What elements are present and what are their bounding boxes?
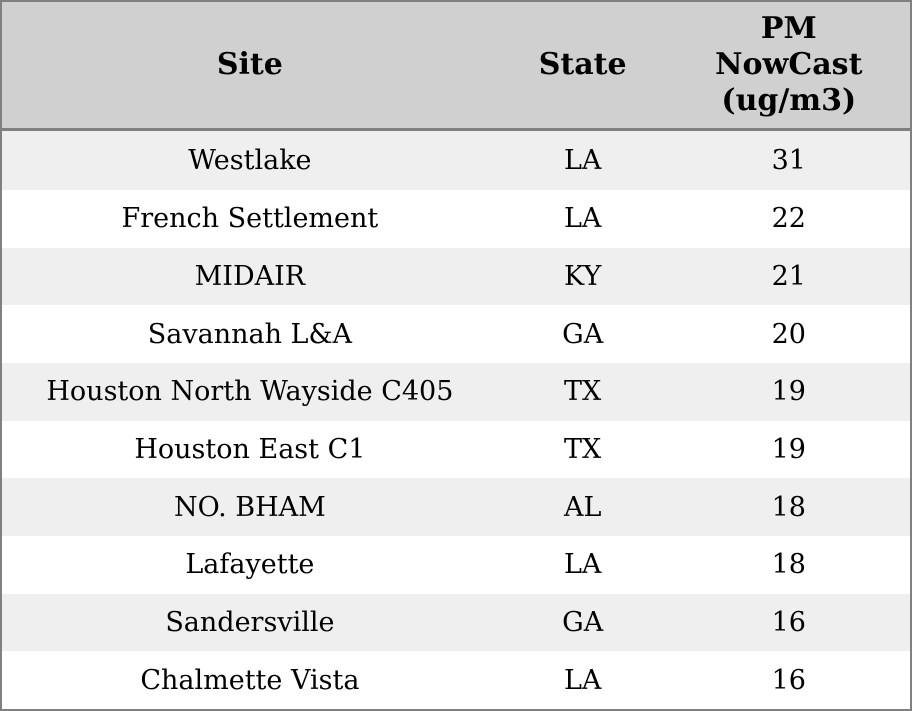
table-row: French Settlement LA 22	[2, 189, 910, 248]
cell-state: LA	[563, 664, 602, 696]
cell-pm-nowcast: 16	[771, 606, 806, 638]
cell-state: LA	[563, 549, 602, 581]
table-row: Houston East C1 TX 19	[2, 420, 910, 479]
cell-pm-nowcast: 21	[771, 260, 806, 292]
cell-state: GA	[562, 318, 604, 350]
table-row: Savannah L&A GA 20	[2, 305, 910, 363]
cell-pm-nowcast: 16	[771, 664, 806, 696]
col-header-pm-nowcast: PM NowCast (ug/m3)	[667, 2, 910, 131]
header-row: Site State PM NowCast (ug/m3)	[2, 2, 910, 131]
cell-site: Sandersville	[165, 606, 335, 638]
table-row: NO. BHAM AL 18	[2, 478, 910, 536]
cell-state: AL	[563, 491, 602, 523]
table-header: Site State PM NowCast (ug/m3)	[2, 2, 910, 131]
cell-site: Savannah L&A	[147, 318, 353, 350]
cell-site: Westlake	[188, 144, 312, 176]
cell-site: Houston East C1	[134, 433, 366, 465]
cell-site: French Settlement	[121, 203, 379, 235]
table-row: Sandersville GA 16	[2, 593, 910, 652]
cell-pm-nowcast: 22	[771, 203, 806, 235]
cell-pm-nowcast: 19	[771, 433, 806, 465]
cell-pm-nowcast: 18	[771, 491, 806, 523]
cell-site: NO. BHAM	[173, 491, 326, 523]
table-row: Westlake LA 31	[2, 129, 910, 190]
cell-pm-nowcast: 18	[771, 549, 806, 581]
cell-site: Chalmette Vista	[140, 664, 360, 696]
cell-state: LA	[563, 144, 602, 176]
cell-state: KY	[564, 260, 602, 292]
cell-pm-nowcast: 20	[771, 318, 806, 350]
cell-pm-nowcast: 19	[771, 376, 806, 408]
cell-state: GA	[562, 606, 604, 638]
table-row: MIDAIR KY 21	[2, 247, 910, 306]
table-row: Chalmette Vista LA 16	[2, 651, 910, 709]
table-row: Lafayette LA 18	[2, 535, 910, 594]
cell-site: MIDAIR	[194, 260, 306, 292]
cell-pm-nowcast: 31	[771, 144, 806, 176]
table-row: Houston North Wayside C405 TX 19	[2, 362, 910, 421]
col-header-state: State	[497, 2, 668, 131]
cell-state: LA	[563, 203, 602, 235]
table-body: Westlake LA 31 French Settlement LA 22 M…	[2, 129, 910, 709]
cell-state: TX	[564, 433, 602, 465]
cell-state: TX	[564, 376, 602, 408]
cell-site: Houston North Wayside C405	[46, 376, 454, 408]
cell-site: Lafayette	[185, 549, 315, 581]
col-header-site: Site	[2, 2, 498, 131]
